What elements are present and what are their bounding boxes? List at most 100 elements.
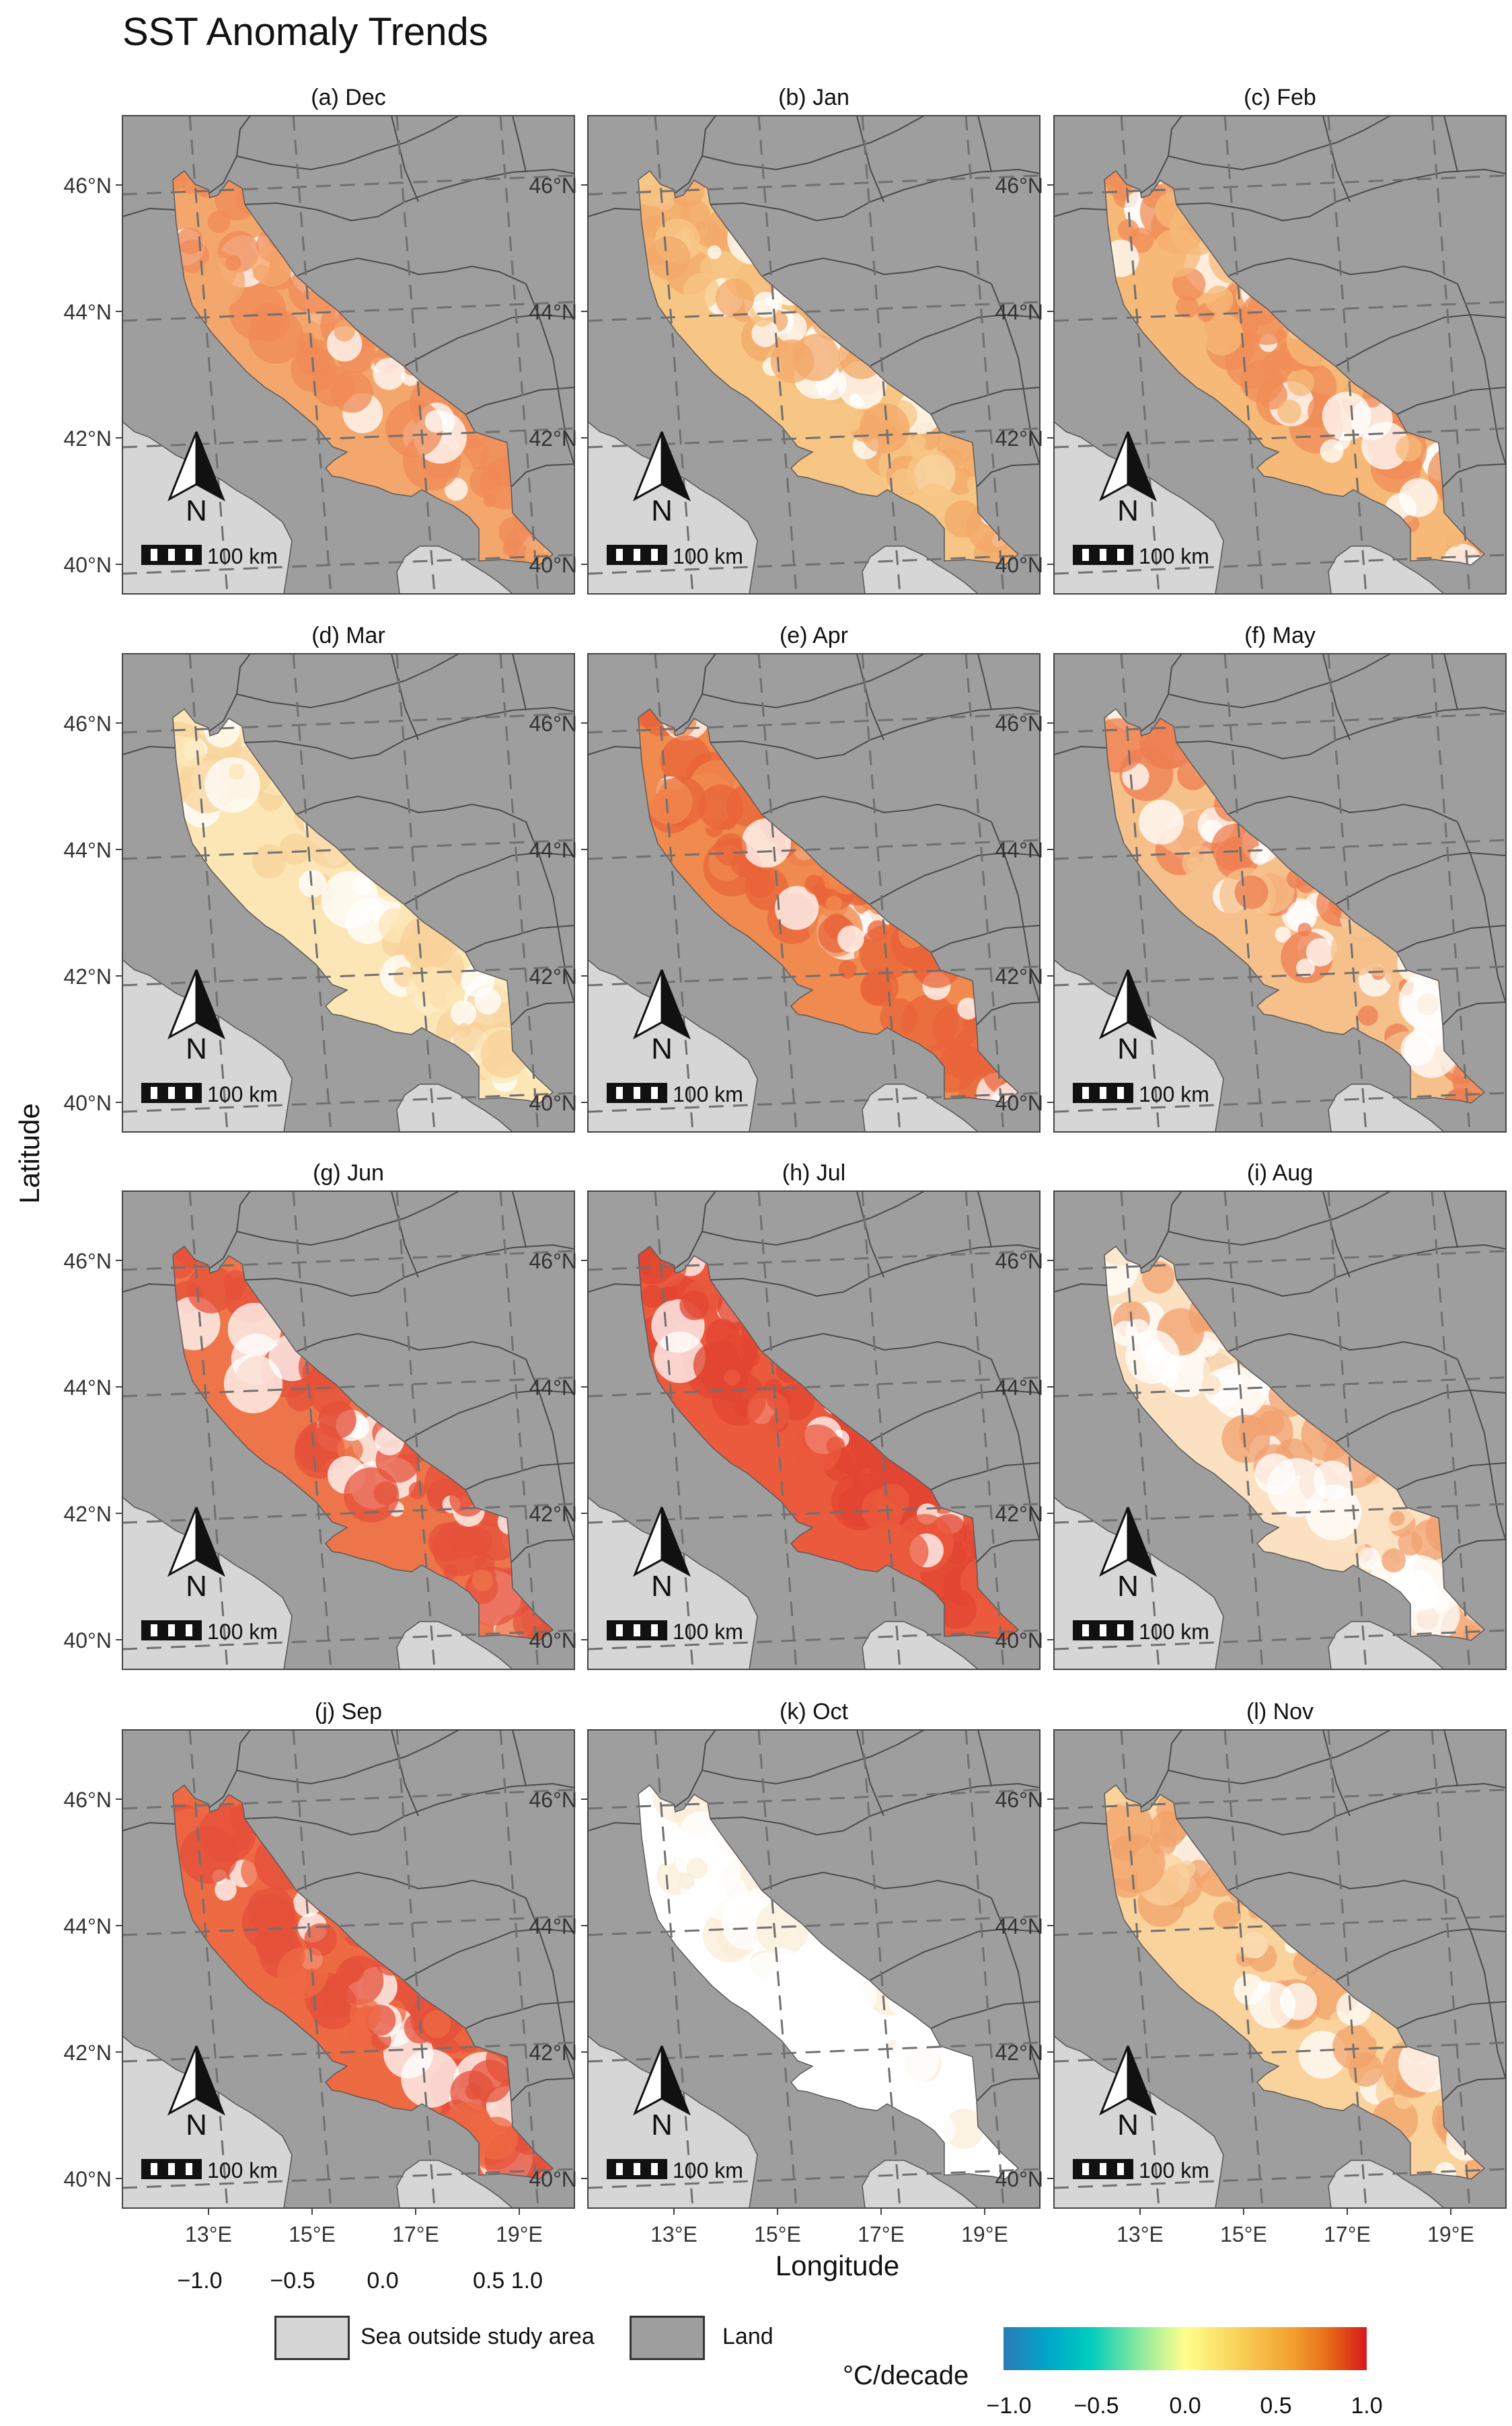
- trend-patch: [641, 1285, 665, 1308]
- trend-patch: [1320, 439, 1344, 463]
- graticule-lat: [588, 2168, 1040, 2189]
- trend-patch: [279, 833, 310, 865]
- country-border: [1054, 654, 1182, 755]
- trend-patch: [321, 870, 379, 929]
- trend-patch: [223, 1355, 283, 1414]
- north-arrow-right: [660, 431, 691, 502]
- scale-bar-icon: 100 km: [141, 1082, 278, 1106]
- trend-patch: [1211, 823, 1259, 872]
- graticule-lon: [1431, 654, 1471, 1132]
- north-arrow-right: [1127, 2045, 1157, 2116]
- scale-bar-segment: [634, 2163, 640, 2175]
- graticule-lon: [1120, 116, 1160, 594]
- trend-patch: [880, 998, 918, 1036]
- lat-tick-label: 40°N: [995, 1091, 1044, 1115]
- legend-sea-label: Sea outside study area: [361, 2324, 595, 2349]
- graticule-lon: [1327, 1730, 1367, 2208]
- lat-tick-label: 46°N: [64, 1249, 112, 1273]
- lat-tick-label: 46°N: [529, 1788, 578, 1812]
- country-border: [511, 1539, 574, 1563]
- scale-bar-segment: [186, 2163, 192, 2175]
- trend-patch: [751, 319, 779, 348]
- country-border: [856, 1730, 884, 1817]
- country-border: [1322, 1191, 1351, 1278]
- scale-bar-segment: [651, 1624, 658, 1636]
- country-border: [512, 1191, 527, 1248]
- trend-patch: [1230, 1918, 1271, 1959]
- graticule-lat: [1054, 2168, 1506, 2189]
- graticule-lat: [588, 301, 1040, 322]
- country-border: [512, 1730, 527, 1787]
- graticule-lat: [588, 1915, 1040, 1936]
- graticule-lat: [1054, 1092, 1506, 1113]
- north-label: N: [651, 1032, 673, 1065]
- country-border: [977, 654, 992, 711]
- graticule-lat: [122, 1629, 574, 1651]
- graticule-lon: [654, 1730, 694, 2208]
- country-border: [856, 654, 884, 741]
- y-axis-label: Latitude: [13, 1103, 45, 1204]
- north-arrow-right: [1127, 1507, 1157, 1577]
- lat-tick-label: 40°N: [529, 2167, 578, 2191]
- scale-bar-segment: [168, 2163, 175, 2175]
- graticule-lon: [1223, 116, 1264, 594]
- panel-label: (j) Sep: [315, 1699, 382, 1724]
- country-border: [525, 283, 574, 466]
- graticule-lat: [588, 1629, 1040, 1651]
- country-border: [511, 2078, 574, 2102]
- country-border: [404, 851, 574, 905]
- lon-tick-label: 13°E: [185, 2222, 232, 2246]
- coastline: [1104, 1245, 1486, 1641]
- trend-patch: [957, 997, 979, 1020]
- trend-patch: [887, 1531, 929, 1572]
- trend-patch: [174, 736, 206, 768]
- trend-patch: [663, 1285, 679, 1301]
- scale-label: 100 km: [673, 544, 743, 568]
- lat-tick-label: 46°N: [995, 1788, 1044, 1812]
- coastline: [638, 1784, 1020, 2180]
- lat-tick-label: 44°N: [64, 838, 112, 862]
- country-border: [991, 821, 1040, 1004]
- country-border: [1442, 463, 1506, 488]
- trend-patch: [328, 1987, 346, 2006]
- graticule-lon: [1327, 654, 1367, 1132]
- country-border: [1054, 1730, 1182, 1831]
- trend-patch: [948, 1045, 985, 1082]
- trend-patch: [334, 319, 355, 342]
- trend-patch: [227, 1302, 281, 1357]
- coastline: [638, 169, 1020, 566]
- country-border: [512, 116, 527, 173]
- scale-label: 100 km: [1139, 544, 1209, 568]
- graticule-lat: [1054, 174, 1506, 196]
- scale-bar-icon: 100 km: [607, 1082, 743, 1106]
- lat-tick-label: 40°N: [995, 1628, 1044, 1653]
- country-border: [976, 1001, 1040, 1026]
- trend-patch: [225, 255, 241, 271]
- trend-patch: [1240, 360, 1284, 404]
- lat-tick-label: 44°N: [995, 838, 1044, 862]
- lat-tick-label: 42°N: [529, 2041, 578, 2065]
- legend-sea-swatch: [274, 2316, 350, 2360]
- graticule-lat: [588, 1250, 1040, 1271]
- scale-bar-icon: 100 km: [1073, 1082, 1209, 1106]
- scale-label: 100 km: [673, 2158, 743, 2183]
- legend-land-label: Land: [722, 2324, 773, 2349]
- scale-label: 100 km: [1139, 1620, 1209, 1644]
- country-border: [1396, 2001, 1506, 2029]
- graticule-lat: [1054, 1629, 1506, 1651]
- country-border: [930, 1462, 1040, 1490]
- trend-patch: [829, 1970, 877, 2018]
- trend-patch: [319, 1401, 356, 1439]
- scale-label: 100 km: [673, 1620, 743, 1644]
- panel-label: (c) Feb: [1244, 85, 1316, 110]
- lon-tick-label: 19°E: [1427, 2222, 1474, 2246]
- lat-tick-label: 46°N: [529, 174, 578, 198]
- trend-patch: [792, 1424, 841, 1474]
- trend-patch: [715, 278, 755, 318]
- country-border: [1168, 1730, 1391, 1785]
- trend-patch: [686, 1858, 708, 1879]
- graticule-lon: [395, 1730, 436, 2208]
